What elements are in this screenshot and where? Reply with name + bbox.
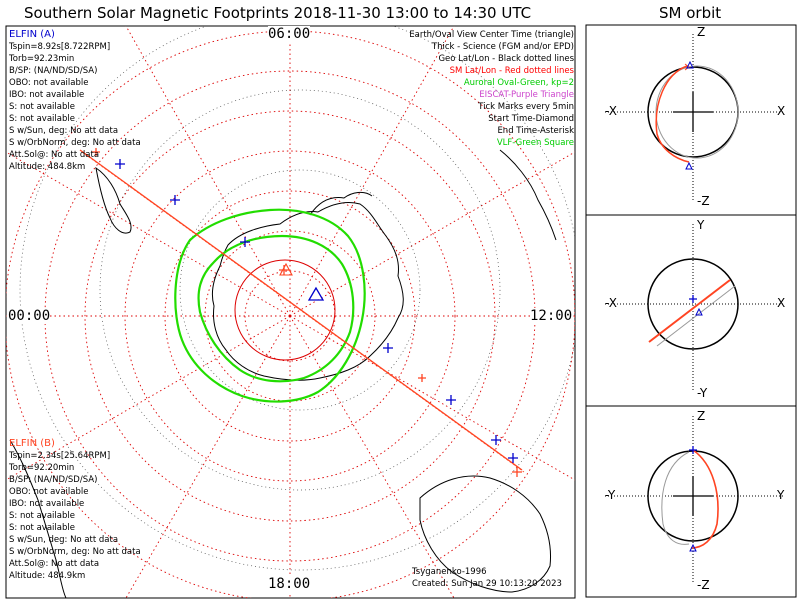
elfin-track xyxy=(79,149,525,473)
land-fragment-n xyxy=(309,191,373,216)
legend-item: Geo Lat/Lon - Black dotted lines xyxy=(438,54,574,64)
legend-item: Tick Marks every 5min xyxy=(478,102,574,112)
elfin-a-name: ELFIN (A) xyxy=(9,29,55,40)
legend-item: Earth/Oval View Center Time (triangle) xyxy=(409,30,574,40)
orbit1-axis-bottom: -Z xyxy=(697,194,710,208)
plot-title: Southern Solar Magnetic Footprints 2018-… xyxy=(24,4,532,22)
land-fragment-sw xyxy=(9,439,67,598)
orbit2-axis-top: Y xyxy=(697,218,705,232)
elfin-b-name: ELFIN (B) xyxy=(9,438,55,449)
land-fragment-se xyxy=(419,475,551,593)
orbit2-axis-bottom: -Y xyxy=(697,386,708,400)
geo-grid xyxy=(19,26,575,571)
orbit-panel-xz xyxy=(605,34,785,202)
sm-pole-circle xyxy=(234,259,336,361)
legend-item: Auroral Oval-Green, kp=2 xyxy=(463,78,574,88)
orbit-panel-xy xyxy=(605,224,785,392)
orbit2-axis-left: -X xyxy=(605,296,617,310)
view-center-triangle xyxy=(307,286,325,301)
elfin-a-info: ELFIN (A) Tspin=8.92s[8.722RPM] Torb=92.… xyxy=(9,29,141,172)
mlt-label-06: 06:00 xyxy=(268,26,311,42)
legend-item: Thick - Science (FGM and/or EPD) xyxy=(431,42,574,52)
orbit3-axis-top: Z xyxy=(697,409,706,423)
legend-item: End Time-Asterisk xyxy=(497,126,574,136)
mlt-label-00: 00:00 xyxy=(8,308,51,324)
sm-orbit-panels xyxy=(585,24,797,598)
mlt-label-12: 12:00 xyxy=(530,308,573,324)
track-red-marks xyxy=(92,148,522,477)
orbit2-axis-right: X xyxy=(777,296,786,310)
auroral-oval-inner xyxy=(197,234,355,383)
orbit3-axis-left: -Y xyxy=(605,488,616,502)
model-credit: Tsyganenko-1996 xyxy=(412,567,487,577)
orbit3-axis-bottom: -Z xyxy=(697,578,710,592)
orbit-panel-1-frame xyxy=(585,24,797,216)
orbit-panel-3-frame xyxy=(585,405,797,598)
auroral-oval-outer xyxy=(174,208,366,403)
legend-item: VLF-Green Square xyxy=(496,138,574,148)
mlt-label-18: 18:00 xyxy=(268,576,311,592)
antarctica-outline xyxy=(211,202,404,381)
legend-item: SM Lat/Lon - Red dotted lines xyxy=(449,66,574,76)
orbit-panel-yz xyxy=(605,416,785,582)
created-timestamp: Created: Sun Jan 29 10:13:20 2023 xyxy=(412,579,562,589)
view-center-triangle-2 xyxy=(279,262,293,276)
land-fragment-nw xyxy=(95,166,132,234)
orbit1-axis-top: Z xyxy=(697,25,706,39)
legend-item: EISCAT-Purple Triangle xyxy=(479,90,574,100)
orbit1-axis-left: -X xyxy=(605,104,617,118)
track-tick-marks xyxy=(115,159,518,463)
orbit1-axis-right: X xyxy=(777,104,786,118)
elfin-b-info: ELFIN (B) Tspin=2.34s[25.64RPM] Torb=92.… xyxy=(9,438,141,581)
sm-grid-meridians xyxy=(6,26,575,598)
orbit-title: SM orbit xyxy=(659,4,722,22)
land-fragment-e xyxy=(499,149,557,241)
orbit3-axis-right: Y xyxy=(777,488,785,502)
map-legend: Earth/Oval View Center Time (triangle) T… xyxy=(409,29,574,149)
legend-item: Start Time-Diamond xyxy=(488,114,574,124)
